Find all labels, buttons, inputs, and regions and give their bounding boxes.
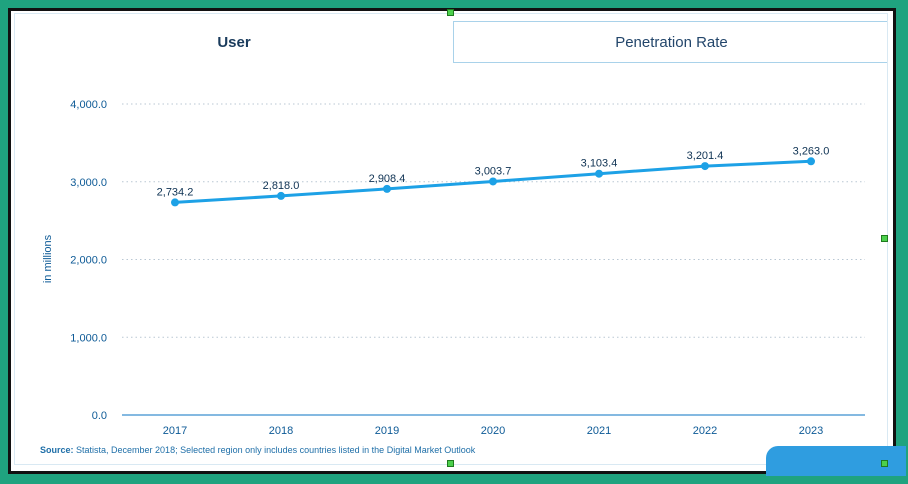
source-text: Statista, December 2018; Selected region… bbox=[73, 445, 476, 455]
resize-handle-bottom-right[interactable] bbox=[881, 460, 888, 467]
chart-panel: User Penetration Rate bbox=[14, 13, 888, 465]
x-tick-label: 2021 bbox=[587, 425, 611, 437]
data-label: 3,201.4 bbox=[687, 150, 724, 162]
resize-handle-right[interactable] bbox=[881, 235, 888, 242]
data-label: 2,734.2 bbox=[157, 186, 194, 198]
y-tick-label: 0.0 bbox=[92, 410, 107, 422]
y-axis-title: in millions bbox=[42, 234, 54, 283]
source-prefix: Source: bbox=[40, 445, 74, 455]
data-point bbox=[171, 198, 179, 207]
data-point bbox=[701, 162, 709, 171]
y-tick-label: 2,000.0 bbox=[70, 255, 107, 267]
data-point bbox=[383, 184, 391, 193]
x-tick-label: 2022 bbox=[693, 425, 717, 437]
data-label: 2,818.0 bbox=[263, 180, 300, 192]
source-note: Source: Statista, December 2018; Selecte… bbox=[40, 445, 475, 455]
x-tick-label: 2019 bbox=[375, 425, 399, 437]
x-tick-label: 2018 bbox=[269, 425, 293, 437]
tab-user[interactable]: User bbox=[217, 33, 251, 51]
x-tick-label: 2020 bbox=[481, 425, 505, 437]
data-label: 3,103.4 bbox=[581, 158, 618, 170]
y-tick-label: 4,000.0 bbox=[70, 99, 107, 111]
resize-handle-top[interactable] bbox=[447, 9, 454, 16]
resize-handle-bottom[interactable] bbox=[447, 460, 454, 467]
data-label: 3,263.0 bbox=[793, 145, 830, 157]
data-label: 3,003.7 bbox=[475, 165, 512, 177]
data-label: 2,908.4 bbox=[369, 173, 406, 185]
data-point bbox=[277, 191, 285, 200]
x-tick-label: 2023 bbox=[799, 425, 823, 437]
y-tick-label: 3,000.0 bbox=[70, 177, 107, 189]
data-point bbox=[489, 177, 497, 186]
data-point bbox=[807, 157, 815, 166]
y-tick-label: 1,000.0 bbox=[70, 332, 107, 344]
data-point bbox=[595, 169, 603, 178]
tab-penetration-rate[interactable]: Penetration Rate bbox=[453, 21, 887, 63]
x-tick-label: 2017 bbox=[163, 425, 187, 437]
